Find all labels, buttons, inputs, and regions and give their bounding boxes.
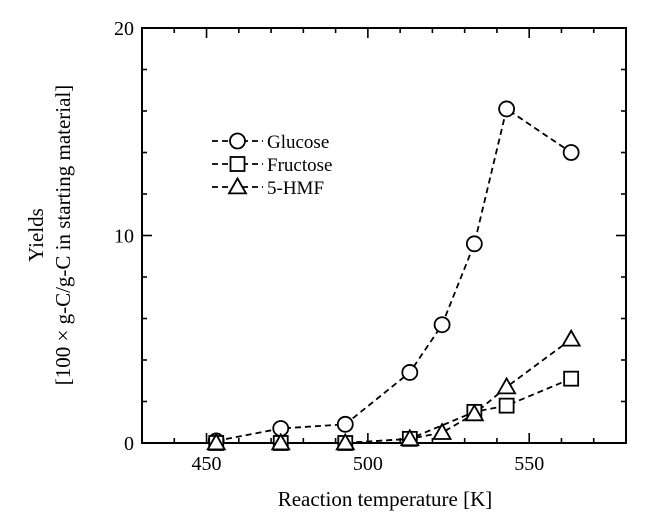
y-tick-label: 0 <box>124 433 134 455</box>
plot-frame <box>141 27 627 444</box>
data-point-glucose <box>433 316 451 334</box>
x-tick-label: 500 <box>353 453 383 475</box>
plot-area: 450 500 550 0 10 20 <box>114 18 627 475</box>
data-point-glucose <box>401 364 419 381</box>
series-line-fructose <box>216 377 572 444</box>
data-point-glucose <box>465 235 483 253</box>
data-point-fructose <box>563 370 580 387</box>
y-axis-subtitle: [100 × g-C/g-C in starting material] <box>51 85 75 386</box>
data-point-5-hmf <box>561 328 582 347</box>
legend-marker-fructose <box>229 156 246 172</box>
data-point-5-hmf <box>206 432 227 451</box>
data-point-5-hmf <box>270 432 291 451</box>
y-tick-label: 20 <box>114 18 134 40</box>
series-line-glucose <box>216 107 572 442</box>
data-point-fructose <box>498 397 515 414</box>
legend-label-glucose: Glucose <box>267 132 329 153</box>
data-point-5-hmf <box>496 376 517 395</box>
x-tick-label: 550 <box>514 453 544 475</box>
y-tick-label: 10 <box>114 226 134 248</box>
data-point-5-hmf <box>399 428 420 447</box>
series-line-5-hmf <box>216 338 572 444</box>
data-point-5-hmf <box>464 403 485 422</box>
data-point-5-hmf <box>335 432 356 451</box>
x-tick-label: 450 <box>192 453 222 475</box>
data-point-glucose <box>498 100 516 118</box>
data-point-glucose <box>562 144 580 161</box>
x-axis-title: Reaction temperature [K] <box>278 487 493 511</box>
data-point-glucose <box>336 415 354 433</box>
data-point-5-hmf <box>432 422 453 440</box>
legend-label-5-hmf: 5-HMF <box>267 178 324 199</box>
legend-marker-5-hmf <box>227 176 248 195</box>
legend-marker-glucose <box>229 132 246 150</box>
y-axis-title: Yields <box>24 208 48 262</box>
legend-label-fructose: Fructose <box>267 155 332 176</box>
